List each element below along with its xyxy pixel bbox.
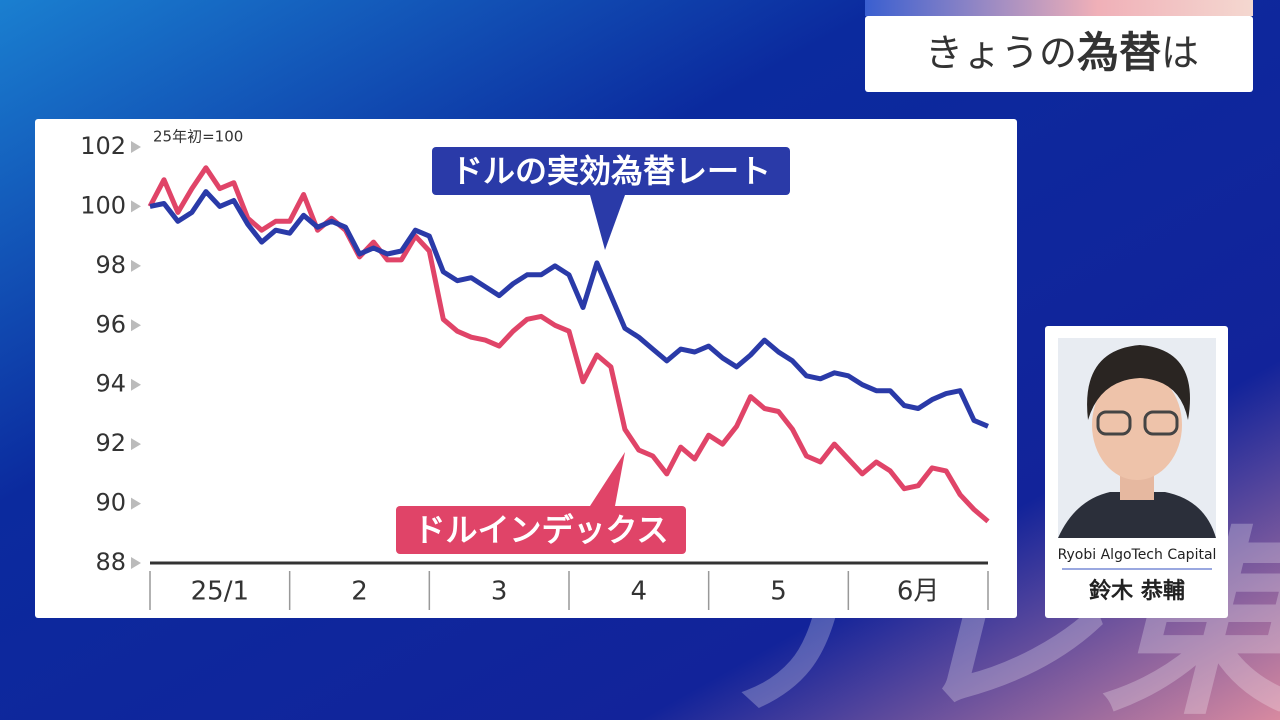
y-tick-mark — [131, 319, 141, 332]
header-part: は — [1161, 31, 1199, 75]
header-title: きょうの為替は — [925, 28, 1199, 77]
legend-box — [396, 506, 686, 554]
chart-subtitle: 25年初=100 — [153, 128, 243, 146]
legend-pointer — [590, 452, 625, 506]
y-tick-mark — [131, 378, 141, 391]
header-part: 為替 — [1077, 28, 1161, 77]
guest-glasses — [1143, 410, 1179, 436]
y-tick-label: 94 — [95, 370, 126, 398]
chart: 88 90 92 94 96 98 100 102 25/1 2 3 4 5 6月 ドルの実効為替レートドル… — [80, 132, 990, 610]
x-tick-label: 5 — [770, 577, 787, 607]
y-tick-label: 102 — [80, 132, 126, 160]
guest-hair — [1087, 345, 1190, 420]
y-tick-label: 98 — [95, 251, 126, 279]
y-tick-mark — [131, 200, 141, 213]
y-tick-label: 92 — [95, 429, 126, 457]
y-tick-label: 96 — [95, 310, 126, 338]
header-bar — [865, 0, 1253, 16]
x-tick-label: 2 — [351, 577, 368, 607]
x-tick-label: 4 — [631, 577, 648, 607]
x-tick-label: 3 — [491, 577, 508, 607]
y-tick-mark — [131, 438, 141, 451]
x-tick-label: 25/1 — [191, 577, 249, 607]
series-line — [147, 165, 990, 524]
header-part: きょうの — [925, 31, 1077, 75]
y-tick-label: 90 — [95, 489, 126, 517]
guest-face — [1092, 370, 1182, 480]
chart-panel — [35, 119, 1017, 618]
y-tick-mark — [131, 141, 141, 153]
legend-pointer — [590, 195, 625, 250]
x-tick-label: 6月 — [897, 577, 940, 607]
y-tick-label: 88 — [95, 548, 126, 576]
y-tick-label: 100 — [80, 191, 126, 219]
y-tick-mark — [131, 497, 141, 510]
y-tick-mark — [131, 259, 141, 272]
series-line — [149, 189, 989, 429]
guest-company: Ryobi AlgoTech Capital — [1058, 547, 1217, 563]
legend-box — [432, 147, 790, 195]
header-box — [865, 16, 1253, 92]
y-tick-mark — [131, 557, 141, 569]
guest-glasses — [1096, 410, 1132, 436]
legend-label: ドルインデックス — [413, 511, 668, 549]
guest-suit — [1058, 492, 1216, 538]
guest-name: 鈴木 恭輔 — [1089, 578, 1185, 604]
legend-label: ドルの実効為替レート — [451, 152, 771, 190]
